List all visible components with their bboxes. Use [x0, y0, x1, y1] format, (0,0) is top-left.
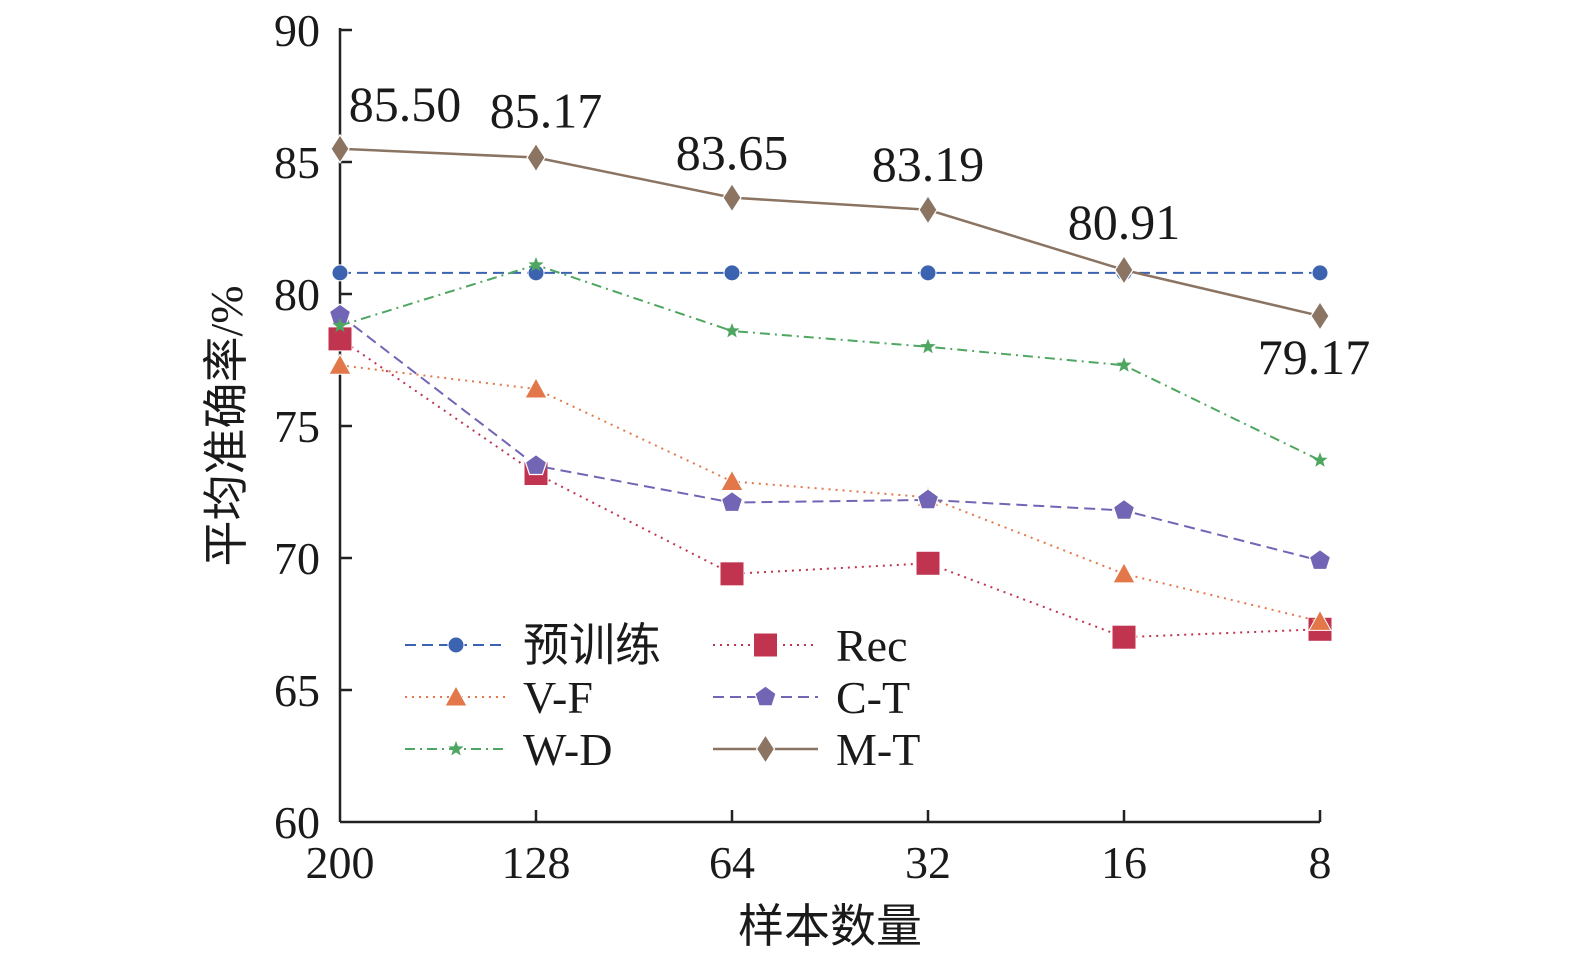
legend: 预训练 Rec V-F C-T W-D M-T: [405, 620, 920, 775]
x-axis-title: 样本数量: [738, 901, 922, 952]
data-point: [1111, 624, 1137, 650]
legend-label: 预训练: [523, 620, 661, 671]
series-V-F: [328, 353, 1332, 631]
data-point: [719, 561, 745, 587]
data-point: [915, 550, 941, 576]
data-point: [526, 142, 546, 173]
y-tick-label: 80: [274, 269, 320, 320]
data-point: [332, 317, 348, 333]
data-point: [1116, 357, 1132, 372]
legend-marker: [753, 632, 778, 658]
legend-marker: [444, 684, 468, 707]
data-labels: 85.50 85.17 83.65 83.19 80.91 79.17: [349, 76, 1371, 385]
y-tick-label: 70: [274, 533, 320, 584]
data-point: [722, 182, 742, 213]
legend-item-M-T: M-T: [713, 724, 920, 775]
x-tick-label: 64: [709, 837, 755, 888]
data-point: [720, 490, 744, 513]
data-point: [524, 377, 548, 399]
legend-marker: [755, 733, 776, 765]
series-layer: [327, 133, 1333, 650]
y-axis-title: 平均准确率/%: [201, 285, 252, 566]
series-C-T: [328, 303, 1332, 571]
data-point: [916, 488, 940, 510]
data-point: [327, 326, 353, 352]
x-tick-label: 8: [1309, 837, 1332, 888]
legend-item-Rec: Rec: [713, 620, 908, 671]
series-line: [339, 364, 1321, 623]
series-line: [339, 263, 1321, 462]
data-point: [724, 323, 740, 338]
data-point: [1112, 498, 1136, 521]
data-point: [723, 264, 741, 282]
legend-label: C-T: [836, 672, 910, 723]
data-point: [1112, 561, 1136, 584]
data-point: [1114, 254, 1134, 286]
data-point: [1310, 300, 1330, 332]
data-point: [524, 453, 548, 476]
axes: 60 65 70 75 80 85 90 200 128 64 32 16 8 样本数量 平均准确率/%: [201, 5, 1332, 952]
legend-label: V-F: [523, 672, 593, 723]
series-line: [339, 314, 1321, 562]
series-Rec: [327, 326, 1333, 650]
x-tick-label: 200: [306, 837, 375, 888]
data-label: 79.17: [1258, 329, 1371, 385]
legend-label: Rec: [836, 620, 908, 671]
x-tick-label: 128: [502, 837, 571, 888]
series-预训练: [331, 264, 1329, 282]
data-point: [1308, 609, 1332, 631]
legend-marker: [447, 636, 465, 654]
data-point: [331, 264, 349, 282]
data-label: 85.17: [490, 83, 603, 139]
y-tick-label: 65: [274, 665, 320, 716]
legend-marker: [754, 685, 777, 707]
legend-label: M-T: [836, 724, 920, 775]
data-point: [920, 338, 936, 354]
series-line: [339, 338, 1321, 639]
data-point: [328, 353, 352, 375]
x-tick-label: 32: [905, 837, 951, 888]
series-M-T: [330, 133, 1330, 332]
data-label: 83.65: [676, 125, 789, 181]
data-label: 85.50: [349, 76, 462, 132]
data-point: [1308, 548, 1332, 571]
legend-item-C-T: C-T: [713, 672, 910, 723]
data-label: 83.19: [872, 136, 985, 192]
legend-item-V-F: V-F: [405, 672, 593, 723]
legend-marker: [448, 741, 464, 756]
data-point: [919, 264, 937, 282]
series-line: [339, 147, 1321, 318]
y-tick-label: 75: [274, 401, 320, 452]
y-tick-label: 85: [274, 137, 320, 188]
data-point: [528, 257, 544, 272]
data-point: [330, 133, 350, 164]
data-point: [1312, 452, 1328, 467]
legend-label: W-D: [523, 724, 612, 775]
legend-item-W-D: W-D: [405, 724, 612, 775]
data-point: [918, 194, 938, 225]
data-point: [1311, 264, 1329, 282]
y-tick-label: 90: [274, 5, 320, 56]
series-W-D: [332, 257, 1328, 467]
data-label: 80.91: [1068, 194, 1181, 250]
legend-item-预训练: 预训练: [405, 620, 661, 671]
y-tick-label: 60: [274, 797, 320, 848]
data-point: [720, 469, 744, 491]
x-tick-label: 16: [1101, 837, 1147, 888]
